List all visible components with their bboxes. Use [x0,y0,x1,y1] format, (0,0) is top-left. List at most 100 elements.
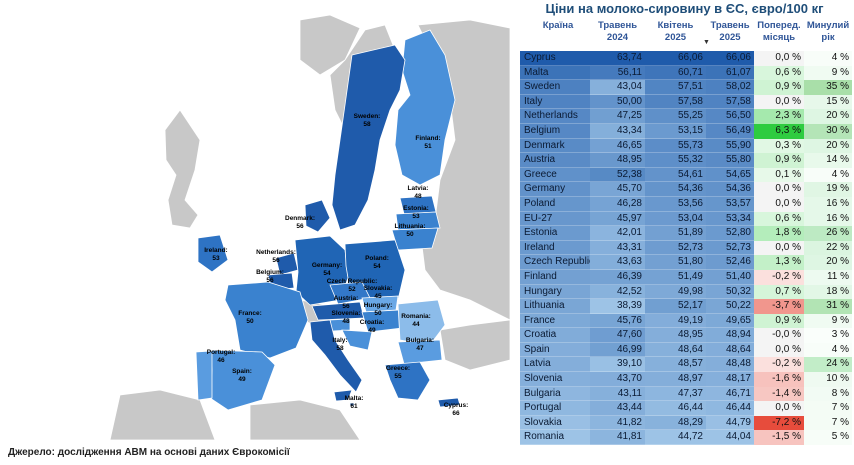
map-label-value-netherlands: 56 [272,257,280,264]
map-label-value-france: 50 [246,318,254,325]
map-label-value-romania: 44 [412,321,420,328]
apr-2025-cell: 57,51 [645,80,706,95]
map-label-name-slovenia: Slovenia: [332,310,361,317]
map-label-value-latvia: 48 [414,193,422,200]
map-label-name-cyprus: Cyprus: [444,402,469,409]
prev-month-cell: 0,7 % [754,284,804,300]
table-row[interactable]: Ireland 43,31 52,73 52,73 0,0 % 22 % [520,240,852,256]
apr-2025-cell: 48,64 [645,342,706,358]
table-row[interactable]: Netherlands 47,25 55,25 56,50 2,3 % 20 % [520,109,852,124]
table-row[interactable]: Greece 52,38 54,61 54,65 0,1 % 4 % [520,167,852,183]
prev-month-cell: -1,4 % [754,386,804,402]
prev-month-cell: -7,2 % [754,415,804,431]
map-label-name-austria: Austria: [334,295,359,302]
may-2025-cell: 44,79 [706,415,754,431]
table-row[interactable]: France 45,76 49,19 49,65 0,9 % 9 % [520,313,852,329]
country-latvia [395,211,441,231]
country-cell: Bulgaria [520,386,590,402]
table-row[interactable]: Austria 48,95 55,32 55,80 0,9 % 14 % [520,153,852,168]
apr-2025-cell: 48,97 [645,372,706,387]
table-row[interactable]: Finland 46,39 51,49 51,40 -0,2 % 11 % [520,269,852,285]
table-row[interactable]: Poland 46,28 53,56 53,57 0,0 % 16 % [520,196,852,212]
last-year-cell: 22 % [804,240,852,256]
non-eu-land [109,14,510,441]
table-row[interactable]: Latvia 39,10 48,57 48,48 -0,2 % 24 % [520,357,852,373]
may-2025-cell: 57,58 [706,94,754,110]
table-row[interactable]: Malta 56,11 60,71 61,07 0,6 % 9 % [520,65,852,81]
prev-month-cell: -0,0 % [754,328,804,343]
last-year-cell: 4 % [804,51,852,66]
map-label-name-greece: Greece: [386,365,410,372]
may-2024-cell: 43,04 [590,80,645,95]
map-label-value-denmark: 56 [296,223,304,230]
country-cell: Austria [520,153,590,168]
header-prev-month[interactable]: Поперед. місяць [757,20,801,43]
table-row[interactable]: Czech Republic 43,63 51,80 52,46 1,3 % 20 % [520,255,852,270]
header-may-2024[interactable]: Травень 2024 [597,20,638,43]
country-cell: Estonia [520,226,590,241]
table-row[interactable]: Spain 46,99 48,64 48,64 0,0 % 4 % [520,342,852,358]
table-row[interactable]: Germany 45,70 54,36 54,36 0,0 % 19 % [520,182,852,197]
country-greece [384,361,431,401]
table-row[interactable]: Portugal 43,44 46,44 46,44 0,0 % 7 % [520,401,852,416]
apr-2025-cell: 48,29 [645,415,706,431]
header-last-year[interactable]: Минулий рік [806,20,850,43]
apr-2025-cell: 52,73 [645,240,706,256]
table-row[interactable]: Slovakia 41,82 48,29 44,79 -7,2 % 7 % [520,415,852,431]
table-row[interactable]: Italy 50,00 57,58 57,58 0,0 % 15 % [520,94,852,110]
may-2024-cell: 41,82 [590,415,645,431]
table-row[interactable]: Bulgaria 43,11 47,37 46,71 -1,4 % 8 % [520,386,852,402]
may-2025-cell: 51,40 [706,269,754,285]
country-cell: Hungary [520,284,590,300]
may-2025-cell: 46,71 [706,386,754,402]
may-2024-cell: 45,97 [590,211,645,227]
table-row[interactable]: Lithuania 38,39 52,17 50,22 -3,7 % 31 % [520,299,852,314]
apr-2025-cell: 46,44 [645,401,706,416]
country-cell: Ireland [520,240,590,256]
table-row[interactable]: Cyprus 63,74 66,06 66,06 0,0 % 4 % [520,51,852,66]
map-label-value-spain: 49 [238,376,246,383]
apr-2025-cell: 49,19 [645,313,706,329]
may-2024-cell: 38,39 [590,299,645,314]
prev-month-cell: 6,3 % [754,123,804,139]
table-row[interactable]: Romania 41,81 44,72 44,04 -1,5 % 5 % [520,430,852,446]
map-label-name-slovakia: Slovakia: [364,285,393,292]
may-2025-cell: 48,17 [706,372,754,387]
may-2025-cell: 56,49 [706,123,754,139]
country-bulgaria [397,339,443,365]
may-2025-cell: 48,64 [706,342,754,358]
may-2025-cell: 48,94 [706,328,754,343]
country-croatia [341,329,373,351]
map-label-value-malta: 61 [350,403,358,410]
map-label-name-germany: Germany: [312,262,342,269]
map-label-value-austria: 56 [342,303,350,310]
table-row[interactable]: Estonia 42,01 51,89 52,80 1,8 % 26 % [520,226,852,241]
header-may-2025[interactable]: Травень 2025 [710,20,750,43]
may-2024-cell: 52,38 [590,167,645,183]
prev-month-cell: -0,2 % [754,269,804,285]
table-row[interactable]: Croatia 47,60 48,95 48,94 -0,0 % 3 % [520,328,852,343]
table-row[interactable]: Belgium 43,34 53,15 56,49 6,3 % 30 % [520,123,852,139]
table-row[interactable]: EU-27 45,97 53,04 53,34 0,6 % 16 % [520,211,852,227]
sort-descending-icon[interactable]: ▼ [703,39,710,46]
eu-milk-price-map: Sweden:58Finland:51Latvia:48Estonia:53Li… [109,14,510,441]
prev-month-cell: -1,6 % [754,372,804,387]
table-row[interactable]: Sweden 43,04 57,51 58,02 0,9 % 35 % [520,80,852,95]
table-row[interactable]: Hungary 42,52 49,98 50,32 0,7 % 18 % [520,284,852,300]
map-label-name-poland: Poland: [365,255,389,262]
may-2024-cell: 41,81 [590,430,645,446]
may-2024-cell: 42,52 [590,284,645,300]
may-2024-cell: 45,76 [590,313,645,329]
prev-month-cell: 0,6 % [754,211,804,227]
apr-2025-cell: 51,89 [645,226,706,241]
table-row[interactable]: Slovenia 43,70 48,97 48,17 -1,6 % 10 % [520,372,852,387]
last-year-cell: 20 % [804,138,852,154]
header-apr-2025[interactable]: Квітень 2025 [657,20,694,43]
last-year-cell: 10 % [804,372,852,387]
table-row[interactable]: Denmark 46,65 55,73 55,90 0,3 % 20 % [520,138,852,154]
apr-2025-cell: 53,04 [645,211,706,227]
apr-2025-cell: 44,72 [645,430,706,446]
country-cyprus [437,397,461,408]
header-country[interactable]: Країна [542,20,574,31]
map-label-value-italy: 58 [336,345,344,352]
